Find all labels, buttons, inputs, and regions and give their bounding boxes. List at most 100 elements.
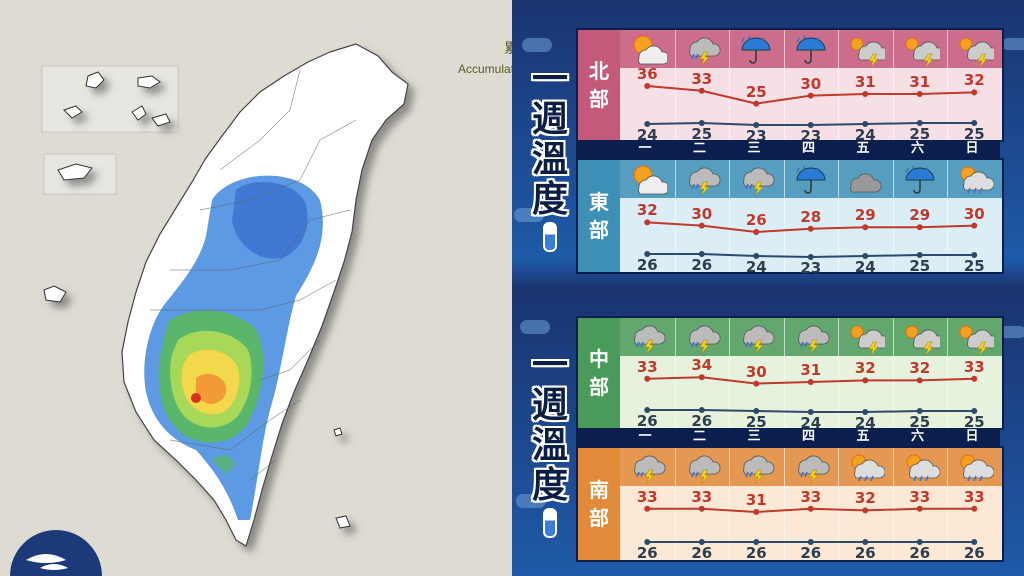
temperature-chart: 33 34 30 31 32 32 33 26 26 25 24 24 25 25 — [620, 356, 1002, 432]
day-divider — [838, 318, 839, 428]
region-label-char: 部 — [589, 375, 609, 399]
sun-thunder-icon — [900, 320, 944, 357]
cloud-decoration — [1000, 326, 1024, 338]
forecast-grid: 36 33 25 30 31 31 32 24 25 23 23 24 25 25 — [620, 30, 1002, 145]
map-legend-fragment: Accumulatio — [458, 62, 512, 76]
day-divider — [892, 30, 894, 140]
low-temp-label: 24 — [636, 126, 658, 144]
thunder-rain-icon — [736, 450, 776, 485]
region-label-south: 南部 — [578, 448, 620, 560]
day-divider — [783, 160, 785, 272]
low-temp-label: 24 — [745, 258, 767, 276]
high-temp-point — [862, 507, 869, 514]
sun-thunder-icon — [845, 320, 890, 357]
region-panel-north: 北部 36 33 25 30 31 31 32 24 25 23 23 24 25 25 — [576, 28, 1004, 145]
region-label-char: 南 — [589, 478, 609, 502]
high-temp-point — [916, 377, 923, 384]
low-temp-point — [753, 539, 760, 545]
sun-rain-icon — [954, 162, 995, 196]
high-temp-label: 33 — [909, 487, 931, 506]
low-temp-point — [644, 121, 651, 127]
low-temp-point — [753, 122, 760, 128]
title-char: 一 — [531, 345, 568, 386]
high-temp-label: 30 — [691, 204, 713, 223]
week-title-bottom: 一 週 溫 度 — [528, 346, 572, 538]
low-temp-point — [644, 251, 651, 257]
sun-cloud-icon — [627, 32, 670, 66]
low-temp-point — [807, 409, 814, 415]
low-temp-point — [698, 407, 705, 413]
title-char: 溫 — [531, 425, 568, 466]
weekday-label: 六 — [910, 429, 924, 444]
high-temp-label: 36 — [636, 65, 658, 83]
region-label-char: 部 — [589, 218, 609, 242]
thunder-rain-icon — [627, 320, 667, 355]
high-temp-label: 33 — [691, 487, 713, 506]
day-divider — [783, 318, 785, 428]
rainfall-overlay — [144, 175, 323, 520]
high-temp-point — [916, 505, 923, 512]
forecast-grid: 33 34 30 31 32 32 33 26 26 25 24 24 25 25 — [620, 318, 1002, 432]
high-temp-point — [862, 224, 869, 231]
low-temp-point — [862, 539, 869, 545]
high-temp-label: 31 — [854, 73, 876, 91]
low-temp-label: 25 — [909, 125, 931, 143]
sun-rain-icon — [900, 450, 940, 484]
high-temp-label: 32 — [854, 489, 876, 508]
low-temp-label: 24 — [800, 414, 822, 432]
umbrella-rain-icon — [900, 162, 940, 196]
day-divider — [838, 160, 839, 272]
high-temp-label: 33 — [636, 357, 658, 376]
umbrella-rain-icon — [736, 32, 776, 66]
high-temp-point — [753, 509, 760, 515]
day-divider — [729, 30, 730, 140]
region-label-central: 中部 — [578, 318, 620, 428]
region-panel-east: 東部 32 30 26 28 29 29 30 26 26 24 23 24 25 25 — [576, 158, 1004, 277]
region-panel-central: 中部 33 34 30 31 32 32 33 26 26 25 24 24 25 25 — [576, 316, 1004, 432]
low-temp-point — [753, 408, 760, 414]
region-label-char: 部 — [589, 506, 609, 530]
weekday-label: 日 — [965, 141, 979, 156]
low-temp-label: 26 — [636, 412, 658, 430]
low-temp-label: 24 — [854, 414, 876, 432]
high-temp-point — [753, 380, 760, 387]
high-temp-point — [753, 229, 760, 235]
low-temp-point — [971, 120, 978, 126]
weekday-label: 五 — [856, 141, 870, 156]
weekday-label: 三 — [747, 429, 761, 444]
weekday-label: 日 — [965, 429, 979, 444]
cloud-decoration — [514, 208, 544, 222]
thunder-rain-icon — [736, 320, 776, 355]
thunder-rain-icon — [627, 450, 667, 485]
region-label-char: 北 — [589, 59, 609, 83]
low-temp-point — [916, 408, 923, 414]
temperature-chart: 36 33 25 30 31 31 32 24 25 23 23 24 25 25 — [620, 65, 1002, 145]
region-label-north: 北部 — [578, 30, 620, 140]
high-temp-label: 32 — [636, 201, 658, 220]
cloudy-icon — [845, 162, 885, 196]
taiwan-rainfall-map — [10, 43, 409, 576]
low-temp-label: 25 — [963, 257, 985, 275]
sun-thunder-icon — [900, 32, 944, 69]
high-temp-point — [916, 224, 923, 231]
sun-thunder-icon — [845, 32, 890, 69]
weekday-label: 四 — [801, 141, 815, 156]
high-temp-label: 29 — [854, 206, 876, 225]
title-char: 週 — [531, 99, 568, 140]
weekday-header: 一二三四五六日 — [576, 428, 1000, 446]
region-label-char: 部 — [589, 87, 609, 111]
high-temp-label: 33 — [691, 69, 713, 88]
weekday-label: 一 — [638, 141, 652, 156]
day-divider — [783, 448, 785, 560]
day-divider — [674, 448, 676, 560]
weekday-label: 二 — [692, 429, 706, 444]
high-temp-point — [698, 374, 705, 381]
cloud-decoration — [1002, 38, 1024, 50]
high-temp-label: 33 — [636, 487, 658, 506]
low-temp-label: 26 — [745, 544, 767, 562]
day-divider — [729, 448, 730, 560]
high-temp-label: 32 — [909, 359, 931, 378]
low-temp-point — [698, 539, 705, 545]
high-temp-label: 28 — [800, 207, 822, 226]
high-temp-point — [698, 222, 705, 229]
